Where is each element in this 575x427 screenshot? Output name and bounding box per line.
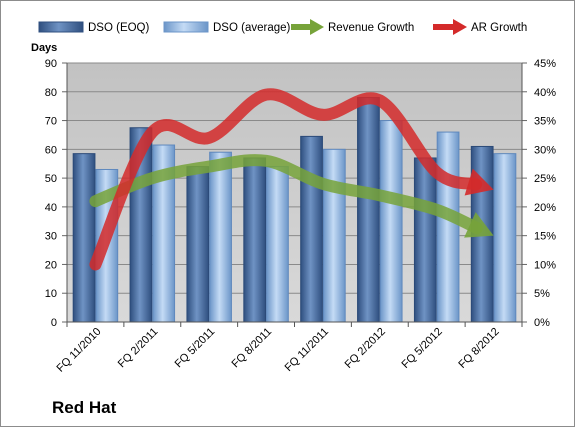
right-tick-label: 0% <box>534 317 550 329</box>
bar-dso-average-5 <box>379 120 403 323</box>
left-tick-label: 10 <box>45 288 57 300</box>
legend: DSO (EOQ) DSO (average) Revenue Growth A… <box>38 19 527 35</box>
legend-swatch-dso-eoq <box>38 21 84 33</box>
right-tick-label: 35% <box>534 116 556 128</box>
left-tick-label: 50 <box>45 173 57 185</box>
legend-item-revenue-growth: Revenue Growth <box>291 19 414 35</box>
right-tick-label: 40% <box>534 87 556 99</box>
legend-swatch-dso-average <box>163 21 209 33</box>
x-tick-label: FQ 8/2012 <box>456 326 501 371</box>
bar-dso-average-6 <box>436 131 460 323</box>
x-tick-label: FQ 2/2012 <box>343 326 388 371</box>
bar-dso-average-2 <box>209 151 232 323</box>
trend-line-ar-growth <box>89 88 483 271</box>
bar-dso-eoq-6 <box>413 157 437 323</box>
left-tick-label: 40 <box>45 202 57 214</box>
trend-arrowhead-ar-growth <box>464 168 494 196</box>
bar-dso-eoq-3 <box>243 157 267 323</box>
legend-label-ar-growth: AR Growth <box>471 22 527 34</box>
plot-area: 0 10 20 30 40 50 60 70 80 90 0% 5% 10% 15% 20% 25% 30% 35… <box>45 58 556 375</box>
left-tick-label: 0 <box>51 317 57 329</box>
left-tick-label: 30 <box>45 231 57 243</box>
right-tick-label: 20% <box>534 202 556 214</box>
legend-item-dso-eoq: DSO (EOQ) <box>38 21 150 34</box>
legend-item-dso-average: DSO (average) <box>163 21 291 34</box>
x-tick-label: FQ 2/2011 <box>116 326 161 371</box>
right-tick-label: 10% <box>534 259 556 271</box>
x-tick-label: FQ 8/2011 <box>230 326 275 371</box>
left-tick-label: 90 <box>45 58 57 70</box>
trend-line-revenue-growth <box>89 154 483 235</box>
left-tick-label: 60 <box>45 144 57 156</box>
bar-dso-eoq-0 <box>72 153 96 323</box>
legend-item-ar-growth: AR Growth <box>433 19 527 35</box>
bar-dso-eoq-2 <box>186 166 210 323</box>
left-tick-label: 20 <box>45 259 57 271</box>
x-tick-label: FQ 5/2012 <box>400 326 445 371</box>
left-axis-title: Days <box>31 42 57 54</box>
left-tick-label: 80 <box>45 87 57 99</box>
bar-dso-eoq-5 <box>357 97 380 323</box>
x-tick-label: FQ 5/2011 <box>173 326 218 371</box>
bar-dso-average-7 <box>493 153 517 323</box>
bar-dso-eoq-4 <box>300 135 323 323</box>
chart-title: Red Hat <box>52 398 117 417</box>
right-tick-label: 45% <box>534 58 556 70</box>
bar-dso-average-4 <box>322 148 346 323</box>
trend-arrowhead-revenue-growth <box>464 212 494 238</box>
legend-label-dso-eoq: DSO (EOQ) <box>88 22 150 34</box>
right-tick-label: 30% <box>534 144 556 156</box>
right-tick-label: 5% <box>534 288 550 300</box>
legend-label-dso-average: DSO (average) <box>213 22 291 34</box>
legend-label-revenue-growth: Revenue Growth <box>328 22 414 34</box>
right-tick-label: 25% <box>534 173 556 185</box>
left-tick-label: 70 <box>45 116 57 128</box>
trend-arrows <box>89 88 494 271</box>
x-tick-label: FQ 11/2011 <box>283 326 331 374</box>
x-tick-label: FQ 11/2010 <box>55 326 104 375</box>
right-tick-label: 15% <box>534 231 556 243</box>
bar-dso-average-3 <box>266 166 289 323</box>
